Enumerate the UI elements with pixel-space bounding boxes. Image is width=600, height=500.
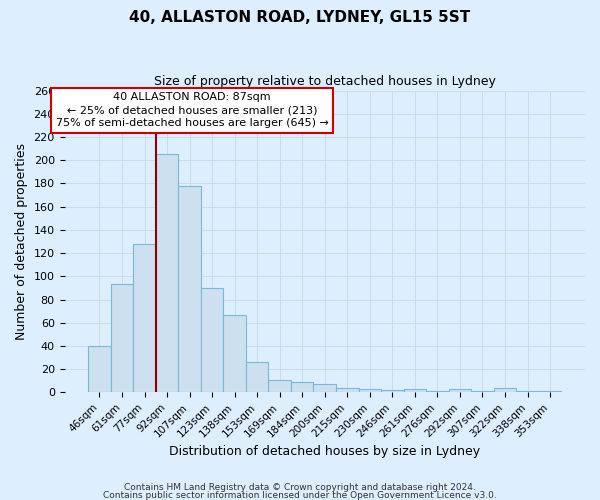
Bar [494, 388, 516, 392]
Bar [471, 391, 494, 392]
Text: Contains public sector information licensed under the Open Government Licence v3: Contains public sector information licen… [103, 490, 497, 500]
Bar [426, 391, 449, 392]
Title: Size of property relative to detached houses in Lydney: Size of property relative to detached ho… [154, 75, 496, 88]
Bar [223, 314, 246, 392]
Bar [291, 382, 313, 392]
X-axis label: Distribution of detached houses by size in Lydney: Distribution of detached houses by size … [169, 444, 481, 458]
Bar [359, 389, 381, 392]
Bar [449, 389, 471, 392]
Y-axis label: Number of detached properties: Number of detached properties [15, 143, 28, 340]
Bar [313, 384, 336, 392]
Bar [133, 244, 156, 392]
Bar [336, 388, 359, 392]
Bar [88, 346, 111, 393]
Bar [516, 391, 539, 392]
Bar [539, 391, 562, 392]
Bar [381, 390, 404, 392]
Bar [156, 154, 178, 392]
Bar [178, 186, 201, 392]
Text: Contains HM Land Registry data © Crown copyright and database right 2024.: Contains HM Land Registry data © Crown c… [124, 484, 476, 492]
Bar [111, 284, 133, 393]
Bar [201, 288, 223, 393]
Bar [404, 389, 426, 392]
Bar [268, 380, 291, 392]
Text: 40 ALLASTON ROAD: 87sqm
← 25% of detached houses are smaller (213)
75% of semi-d: 40 ALLASTON ROAD: 87sqm ← 25% of detache… [56, 92, 328, 128]
Bar [246, 362, 268, 392]
Text: 40, ALLASTON ROAD, LYDNEY, GL15 5ST: 40, ALLASTON ROAD, LYDNEY, GL15 5ST [130, 10, 470, 25]
